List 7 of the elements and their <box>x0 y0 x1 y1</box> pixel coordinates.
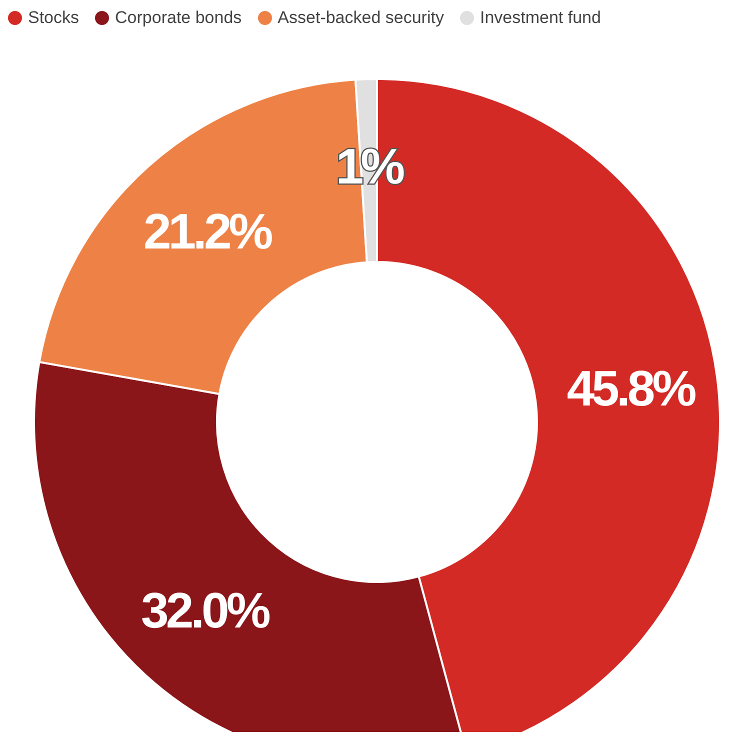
legend-label: Investment fund <box>478 8 601 28</box>
legend-label: Asset-backed security <box>276 8 444 28</box>
legend-label: Stocks <box>27 8 80 28</box>
data-label: 45.8% <box>566 360 696 416</box>
legend-label: Corporate bonds <box>114 8 242 28</box>
data-label: 21.2% <box>143 203 273 260</box>
data-label: 32.0% <box>141 582 270 638</box>
